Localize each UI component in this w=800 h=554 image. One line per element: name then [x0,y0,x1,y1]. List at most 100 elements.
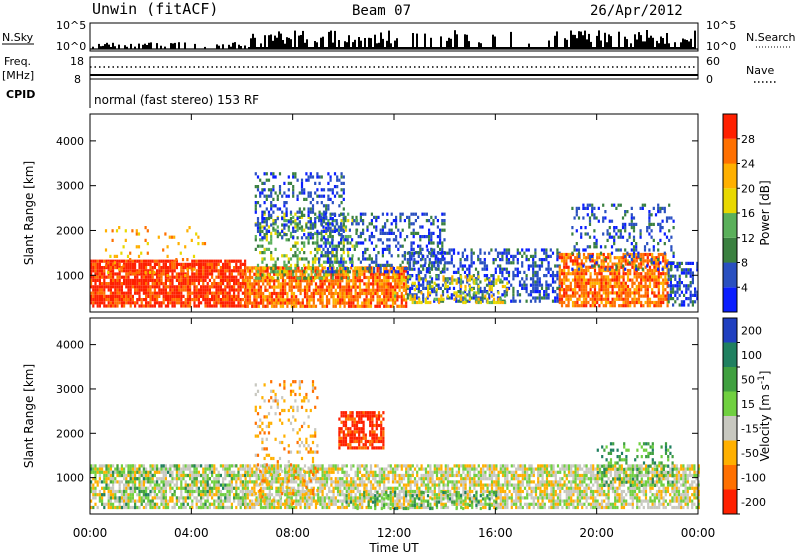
power-cell [355,215,358,219]
power-cell [600,262,603,266]
power-cell [189,266,192,270]
power-cell [372,295,375,299]
power-cell [439,286,442,290]
power-cell [113,254,116,258]
power-cell [439,261,442,265]
power-cell [335,244,338,248]
power-cell [670,216,673,220]
power-cell [362,231,365,235]
power-cell [92,262,95,266]
power-cell [443,263,446,267]
power-cell [343,272,346,276]
power-cell [596,275,599,279]
power-cell [292,298,296,302]
power-cell [618,275,621,279]
power-cell [527,258,530,262]
power-cell [571,288,575,292]
power-cell [342,267,345,271]
power-cell [672,297,675,301]
power-cell [609,284,612,289]
power-cell [408,225,411,229]
power-cell [611,268,614,273]
power-cell [151,275,154,279]
power-cell [270,291,274,296]
velocity-cell [107,486,110,490]
velocity-cell [120,464,123,468]
power-cell [344,228,348,232]
power-cell [290,282,293,286]
power-cell [377,263,380,267]
power-cell [262,269,265,273]
power-cell [263,233,266,237]
power-cell [219,275,222,279]
power-cell [361,291,364,296]
power-cell [386,231,389,235]
power-cell [576,272,579,276]
power-cell [390,222,393,226]
power-cell [288,279,291,283]
nsky-bar [138,43,140,49]
power-cell [359,235,362,239]
power-cell [219,285,222,289]
nsky-bar [92,46,94,49]
power-cell [329,231,332,235]
power-cell [589,288,592,292]
nsky-bar [632,47,634,49]
nsky-bar [148,42,150,49]
power-cell [604,245,607,249]
power-cell [451,275,454,279]
power-cell [265,172,268,176]
power-cell [324,238,327,242]
power-cell [98,294,101,298]
power-cell [474,293,478,297]
power-cell [536,270,539,274]
power-cell [421,235,424,239]
velocity-cell [127,467,130,471]
power-cell [691,274,694,278]
power-cell [257,285,260,289]
power-cell [204,285,207,289]
power-cell [543,274,546,278]
power-cell [503,277,506,281]
power-cell [112,304,115,308]
power-cell [481,296,484,300]
nsky-bar [448,37,450,49]
power-cell [350,298,353,302]
power-cell [477,284,480,289]
power-cell [285,270,288,274]
power-cell [251,266,254,270]
power-cell [300,267,304,271]
power-cell [215,259,218,263]
power-cell [549,283,552,287]
power-cell [635,245,638,249]
power-cell [164,232,167,236]
power-cell [624,291,627,295]
power-cell [200,259,203,263]
power-cell [657,222,660,226]
power-cell [145,301,148,305]
power-cell [365,282,368,286]
power-cell [385,279,388,283]
power-cell [417,280,420,284]
power-cell [272,270,275,274]
power-cell [453,291,456,295]
power-cell [516,251,519,255]
power-cell [596,278,599,282]
power-cell [567,284,570,289]
power-cell [350,285,353,289]
power-cell [217,275,220,279]
power-cell [182,285,185,289]
power-cell [281,266,285,270]
power-cell [585,265,588,269]
power-cell [316,172,319,176]
power-cell [602,252,605,257]
power-cell [197,298,200,302]
nsky-bar [374,34,376,49]
power-cell [339,301,342,305]
power-cell [510,254,513,258]
power-cell [600,294,603,298]
power-cell [461,296,464,300]
power-cell [651,256,654,260]
power-cell [171,291,174,295]
nsky-bar [408,47,410,49]
